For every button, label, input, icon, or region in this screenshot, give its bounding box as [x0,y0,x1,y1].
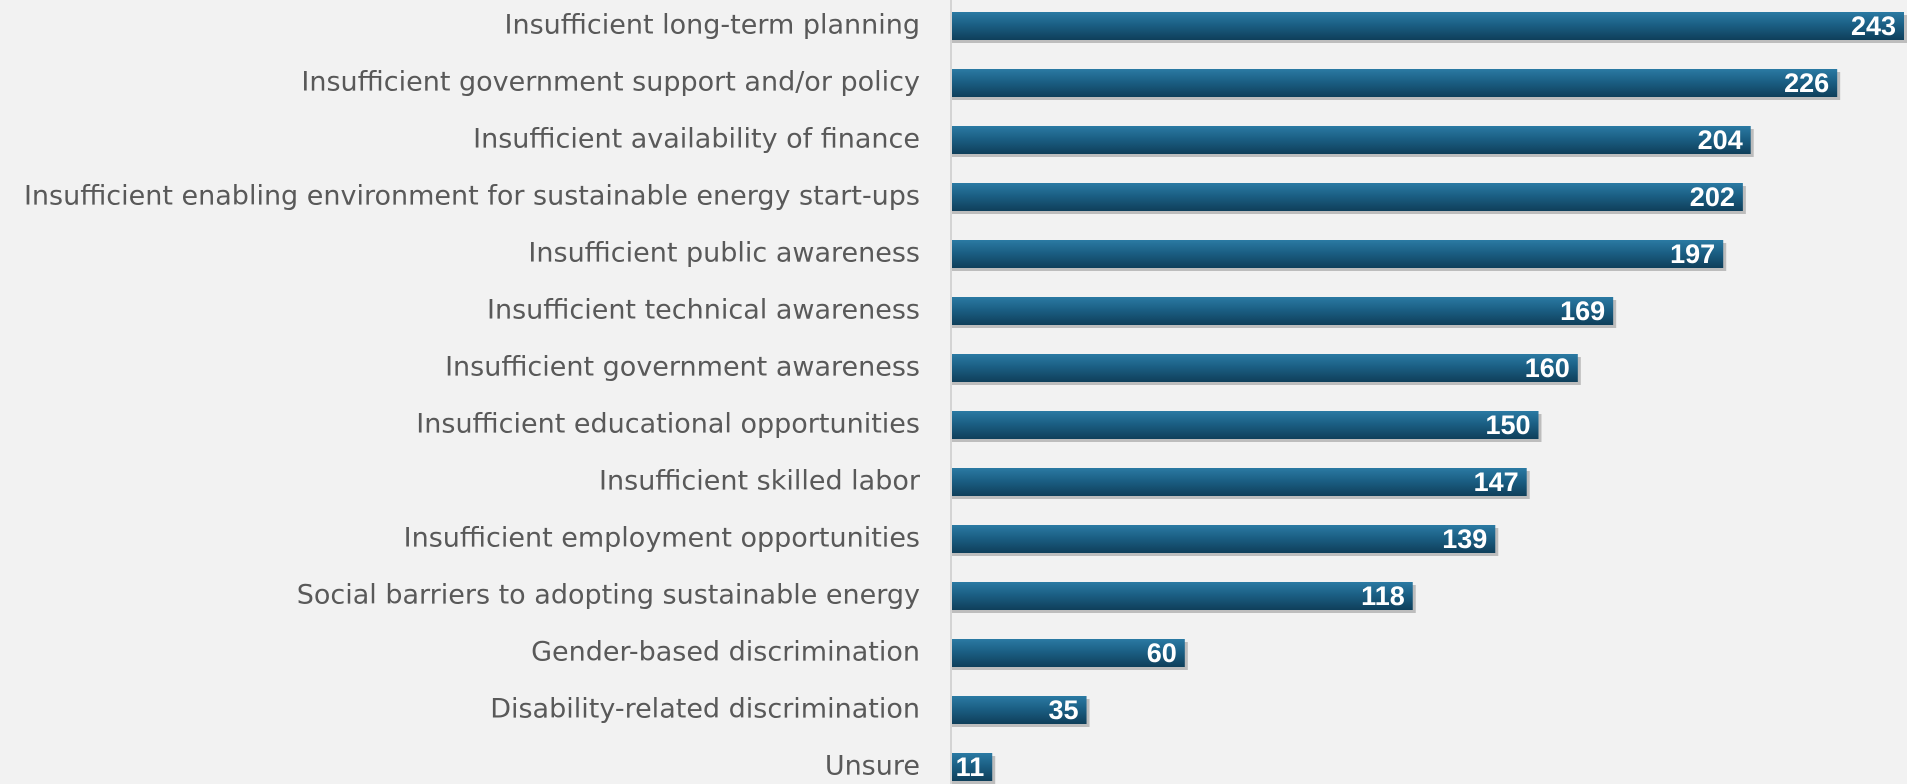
category-label: Social barriers to adopting sustainable … [297,580,920,611]
value-label: 60 [1147,638,1177,668]
bar [951,240,1724,268]
value-label: 11 [956,752,985,782]
value-label: 169 [1560,296,1605,326]
category-label: Disability-related discrimination [490,694,920,725]
bar [951,297,1614,325]
value-label: 226 [1784,68,1829,98]
bars-layer: Insufficient long-term planning 243 Insuff… [24,10,1907,784]
category-label: Insufficient technical awareness [487,295,920,326]
bar [951,753,993,781]
bar [951,69,1838,97]
bar [951,582,1413,610]
category-label: Insufficient educational opportunities [416,409,920,440]
value-label: 204 [1698,125,1743,155]
category-label: Insufficient government support and/or p… [301,67,920,98]
category-label: Insufficient employment opportunities [404,523,920,554]
category-label: Insufficient long-term planning [505,10,920,41]
bar [951,411,1539,439]
category-label: Insufficient government awareness [445,352,920,383]
category-label: Insufficient skilled labor [599,466,921,497]
value-label: 118 [1361,581,1405,611]
bar [951,639,1185,667]
value-label: 35 [1049,695,1079,725]
category-label: Insufficient enabling environment for su… [24,181,920,212]
category-label: Insufficient public awareness [528,238,920,269]
category-label: Gender-based discrimination [531,637,920,668]
bar [951,468,1527,496]
bar [951,696,1087,724]
value-label: 160 [1525,353,1570,383]
bar [951,126,1751,154]
bar [951,354,1578,382]
value-label: 139 [1442,524,1487,554]
value-label: 197 [1670,239,1715,269]
bar [951,525,1496,553]
value-label: 150 [1485,410,1530,440]
category-label: Insufficient availability of finance [473,124,920,155]
value-label: 147 [1474,467,1519,497]
bar [951,183,1743,211]
category-label: Unsure [825,751,920,782]
value-label: 202 [1690,182,1735,212]
value-label: 243 [1851,11,1896,41]
bar [951,12,1904,40]
